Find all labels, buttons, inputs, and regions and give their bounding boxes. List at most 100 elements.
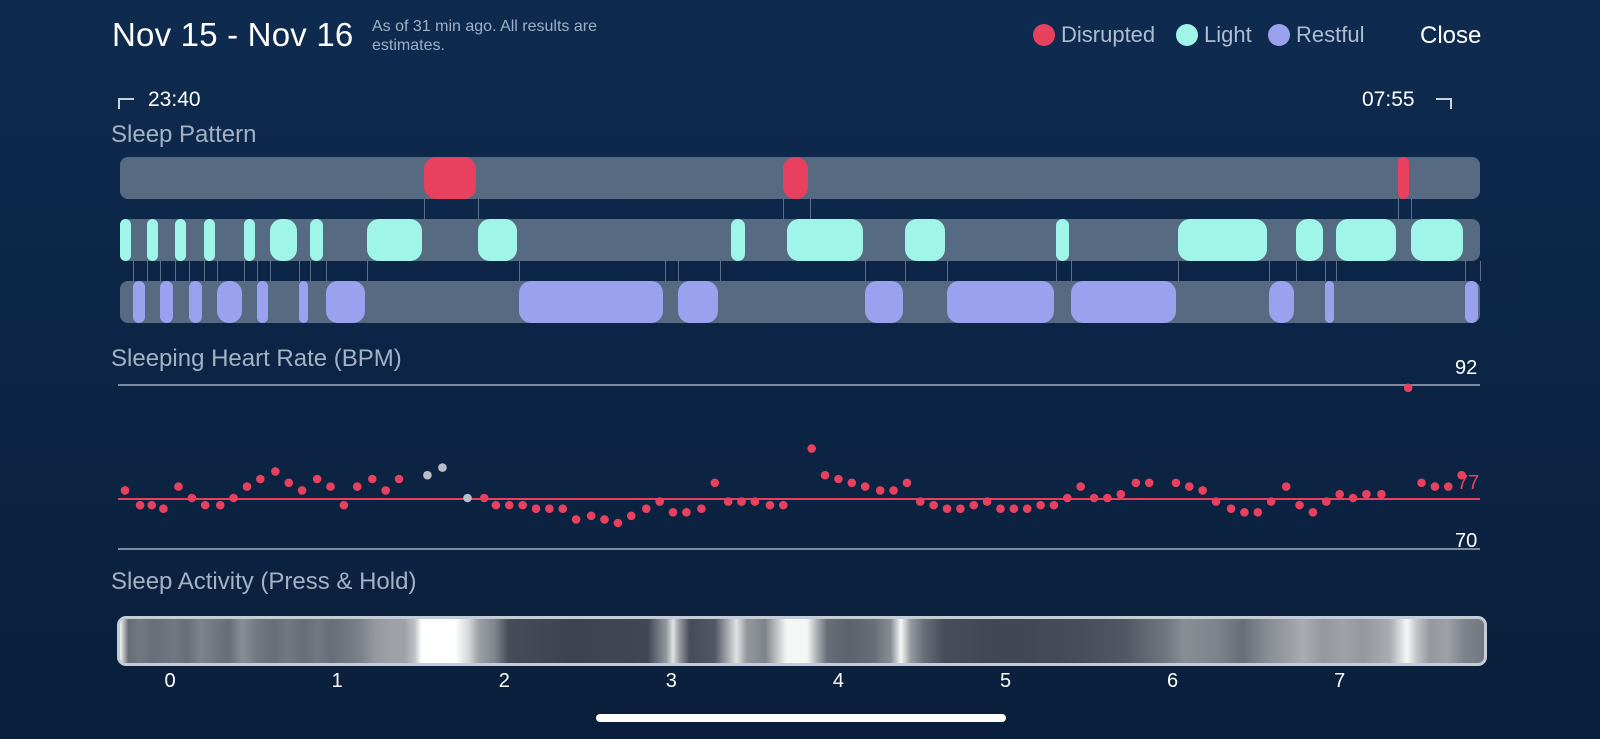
heart-rate-point xyxy=(1457,470,1466,480)
heart-rate-point xyxy=(655,497,664,506)
home-indicator[interactable] xyxy=(596,714,1006,722)
heart-rate-label: Sleeping Heart Rate (BPM) xyxy=(111,345,402,372)
heart-rate-point xyxy=(339,500,349,510)
sleep-activity-label: Sleep Activity (Press & Hold) xyxy=(111,568,417,595)
heart-rate-point xyxy=(737,497,746,506)
legend-restful: Restful xyxy=(1268,22,1364,48)
heart-rate-point xyxy=(256,474,265,484)
x-tick-label: 3 xyxy=(665,670,677,692)
heart-rate-point xyxy=(1076,482,1085,491)
heart-rate-point xyxy=(1253,507,1263,517)
heart-rate-point xyxy=(613,518,623,528)
x-tick-label: 5 xyxy=(999,670,1012,692)
heart-rate-point xyxy=(1089,493,1099,503)
legend-label: Light xyxy=(1204,22,1252,47)
heart-rate-point xyxy=(545,504,554,514)
end-bracket-icon xyxy=(1436,98,1452,109)
heart-rate-point xyxy=(200,500,210,510)
heart-rate-point xyxy=(860,482,870,491)
heart-rate-point xyxy=(1377,489,1386,499)
heart-rate-point xyxy=(1211,497,1221,506)
x-tick-label: 7 xyxy=(1334,670,1346,692)
heart-rate-point xyxy=(135,500,145,510)
heart-rate-point xyxy=(626,511,636,521)
heart-rate-point xyxy=(1198,486,1207,495)
heart-rate-point xyxy=(381,486,390,495)
heart-rate-point xyxy=(147,500,157,510)
heart-rate-point xyxy=(982,497,992,506)
x-tick-label: 6 xyxy=(1167,670,1179,692)
legend-label: Disrupted xyxy=(1061,22,1156,47)
heart-rate-point xyxy=(889,486,898,495)
heart-rate-point xyxy=(242,482,252,491)
heart-rate-point xyxy=(778,500,788,510)
heart-rate-point xyxy=(491,500,501,510)
x-tick-label: 1 xyxy=(331,670,343,692)
heart-rate-point xyxy=(352,482,362,491)
heart-rate-point xyxy=(668,507,678,517)
max-value: 92 xyxy=(1455,357,1478,379)
heart-rate-point xyxy=(902,478,912,488)
start-time: 23:40 xyxy=(148,88,201,111)
heart-rate-point xyxy=(1308,507,1318,517)
heart-rate-point xyxy=(1335,489,1344,499)
heart-rate-point xyxy=(1009,504,1019,514)
heart-rate-point xyxy=(929,500,938,510)
heart-rate-point xyxy=(1116,489,1126,499)
heart-rate-point xyxy=(820,470,830,480)
legend-disrupted: Disrupted xyxy=(1033,22,1155,48)
heart-rate-point xyxy=(875,486,885,495)
heart-rate-point-missing xyxy=(463,493,472,503)
heart-rate-point xyxy=(1403,383,1413,393)
estimate-note: As of 31 min ago. All results are estima… xyxy=(372,18,597,54)
heart-rate-point xyxy=(558,504,568,514)
heart-rate-point xyxy=(229,493,238,503)
heart-rate-point xyxy=(159,504,168,514)
end-time: 07:55 xyxy=(1362,88,1415,111)
avg-line xyxy=(118,498,1480,500)
min-value: 70 xyxy=(1455,530,1478,552)
heart-rate-point xyxy=(571,515,581,524)
heart-rate-point xyxy=(1240,507,1249,517)
start-bracket-icon xyxy=(118,98,134,109)
heart-rate-point-missing xyxy=(423,470,432,480)
x-tick-label: 4 xyxy=(832,670,844,692)
heart-rate-point xyxy=(1266,497,1276,506)
legend-light: Light xyxy=(1176,22,1252,48)
heart-rate-point xyxy=(312,474,322,484)
date-range-title: Nov 15 - Nov 16 xyxy=(112,16,354,53)
heart-rate-point xyxy=(641,504,651,514)
heart-rate-point xyxy=(1226,504,1236,514)
heart-rate-point xyxy=(326,482,335,491)
heart-rate-point xyxy=(215,500,225,510)
heart-rate-point xyxy=(504,500,514,510)
heart-rate-point xyxy=(586,511,596,521)
heart-rate-point xyxy=(1063,493,1072,503)
restful-dot-icon xyxy=(1268,24,1290,46)
heart-rate-point xyxy=(1036,500,1045,510)
light-dot-icon xyxy=(1176,24,1198,46)
heart-rate-point xyxy=(394,474,404,484)
heart-rate-point xyxy=(1295,500,1304,510)
heart-rate-point xyxy=(969,500,979,510)
sleep-activity-bar[interactable] xyxy=(117,616,1487,666)
heart-rate-point xyxy=(1049,500,1059,510)
heart-rate-point xyxy=(697,504,706,514)
close-button[interactable]: Close xyxy=(1420,22,1482,49)
heart-rate-point xyxy=(284,478,294,488)
heart-rate-point xyxy=(996,504,1005,514)
sleep-pattern-label: Sleep Pattern xyxy=(111,121,257,148)
heart-rate-point xyxy=(1281,482,1291,491)
heart-rate-point xyxy=(1321,497,1331,506)
heart-rate-point xyxy=(1430,482,1440,491)
legend-label: Restful xyxy=(1296,22,1365,47)
heart-rate-point xyxy=(1103,493,1112,503)
heart-rate-point xyxy=(518,500,527,510)
heart-rate-point xyxy=(271,467,280,476)
heart-rate-point-missing xyxy=(438,463,447,472)
heart-rate-point xyxy=(847,478,857,488)
heart-rate-point xyxy=(531,504,541,514)
heart-rate-point xyxy=(723,497,733,506)
heart-rate-point xyxy=(1348,493,1358,503)
